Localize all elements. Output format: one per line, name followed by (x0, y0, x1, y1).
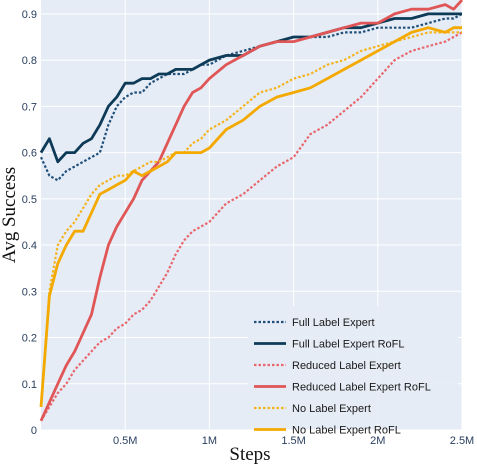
y-tick-label: 0.6 (22, 148, 37, 160)
legend-label: Full Label Expert RoFL (292, 339, 405, 351)
series-line-5 (39, 31, 462, 407)
series-line-4 (39, 0, 464, 422)
legend-label: Reduced Label Expert RoFL (292, 382, 431, 394)
x-tick-label: 2.5M (450, 435, 474, 447)
x-tick-label: 1.5M (281, 435, 305, 447)
x-tick-label: 0.5M (113, 435, 137, 447)
legend-label: No Label Expert (292, 403, 371, 415)
x-axis-ticks: 0.5M 1M 1.5M 2M 2.5M (113, 435, 474, 447)
y-tick-label: 0.7 (22, 101, 37, 113)
legend-label: Full Label Expert (292, 317, 375, 329)
legend-label: No Label Expert RoFL (292, 425, 401, 437)
y-axis-ticks: 0 0.1 0.2 0.3 0.4 0.5 0.6 0.7 0.8 0.9 (22, 9, 37, 437)
y-axis-title: Avg Success (0, 167, 20, 263)
y-tick-label: 0.9 (22, 9, 37, 21)
series-line-3 (40, 31, 463, 422)
legend: Full Label Expert Full Label Expert RoFL R… (248, 306, 458, 437)
y-tick-label: 0.4 (22, 240, 37, 252)
y-tick-label: 0 (31, 425, 37, 437)
series-line-1 (39, 12, 463, 182)
y-tick-label: 0.1 (22, 379, 37, 391)
x-tick-label: 1M (202, 435, 217, 447)
series-line-6 (39, 26, 462, 408)
x-axis-title: Steps (229, 444, 270, 465)
y-tick-label: 0.5 (22, 194, 37, 206)
legend-label: Reduced Label Expert (292, 360, 401, 372)
y-tick-label: 0.3 (22, 286, 37, 298)
y-tick-label: 0.2 (22, 333, 37, 345)
series-layer (39, 0, 464, 422)
x-tick-label: 2M (370, 435, 385, 447)
y-tick-label: 0.8 (22, 55, 37, 67)
